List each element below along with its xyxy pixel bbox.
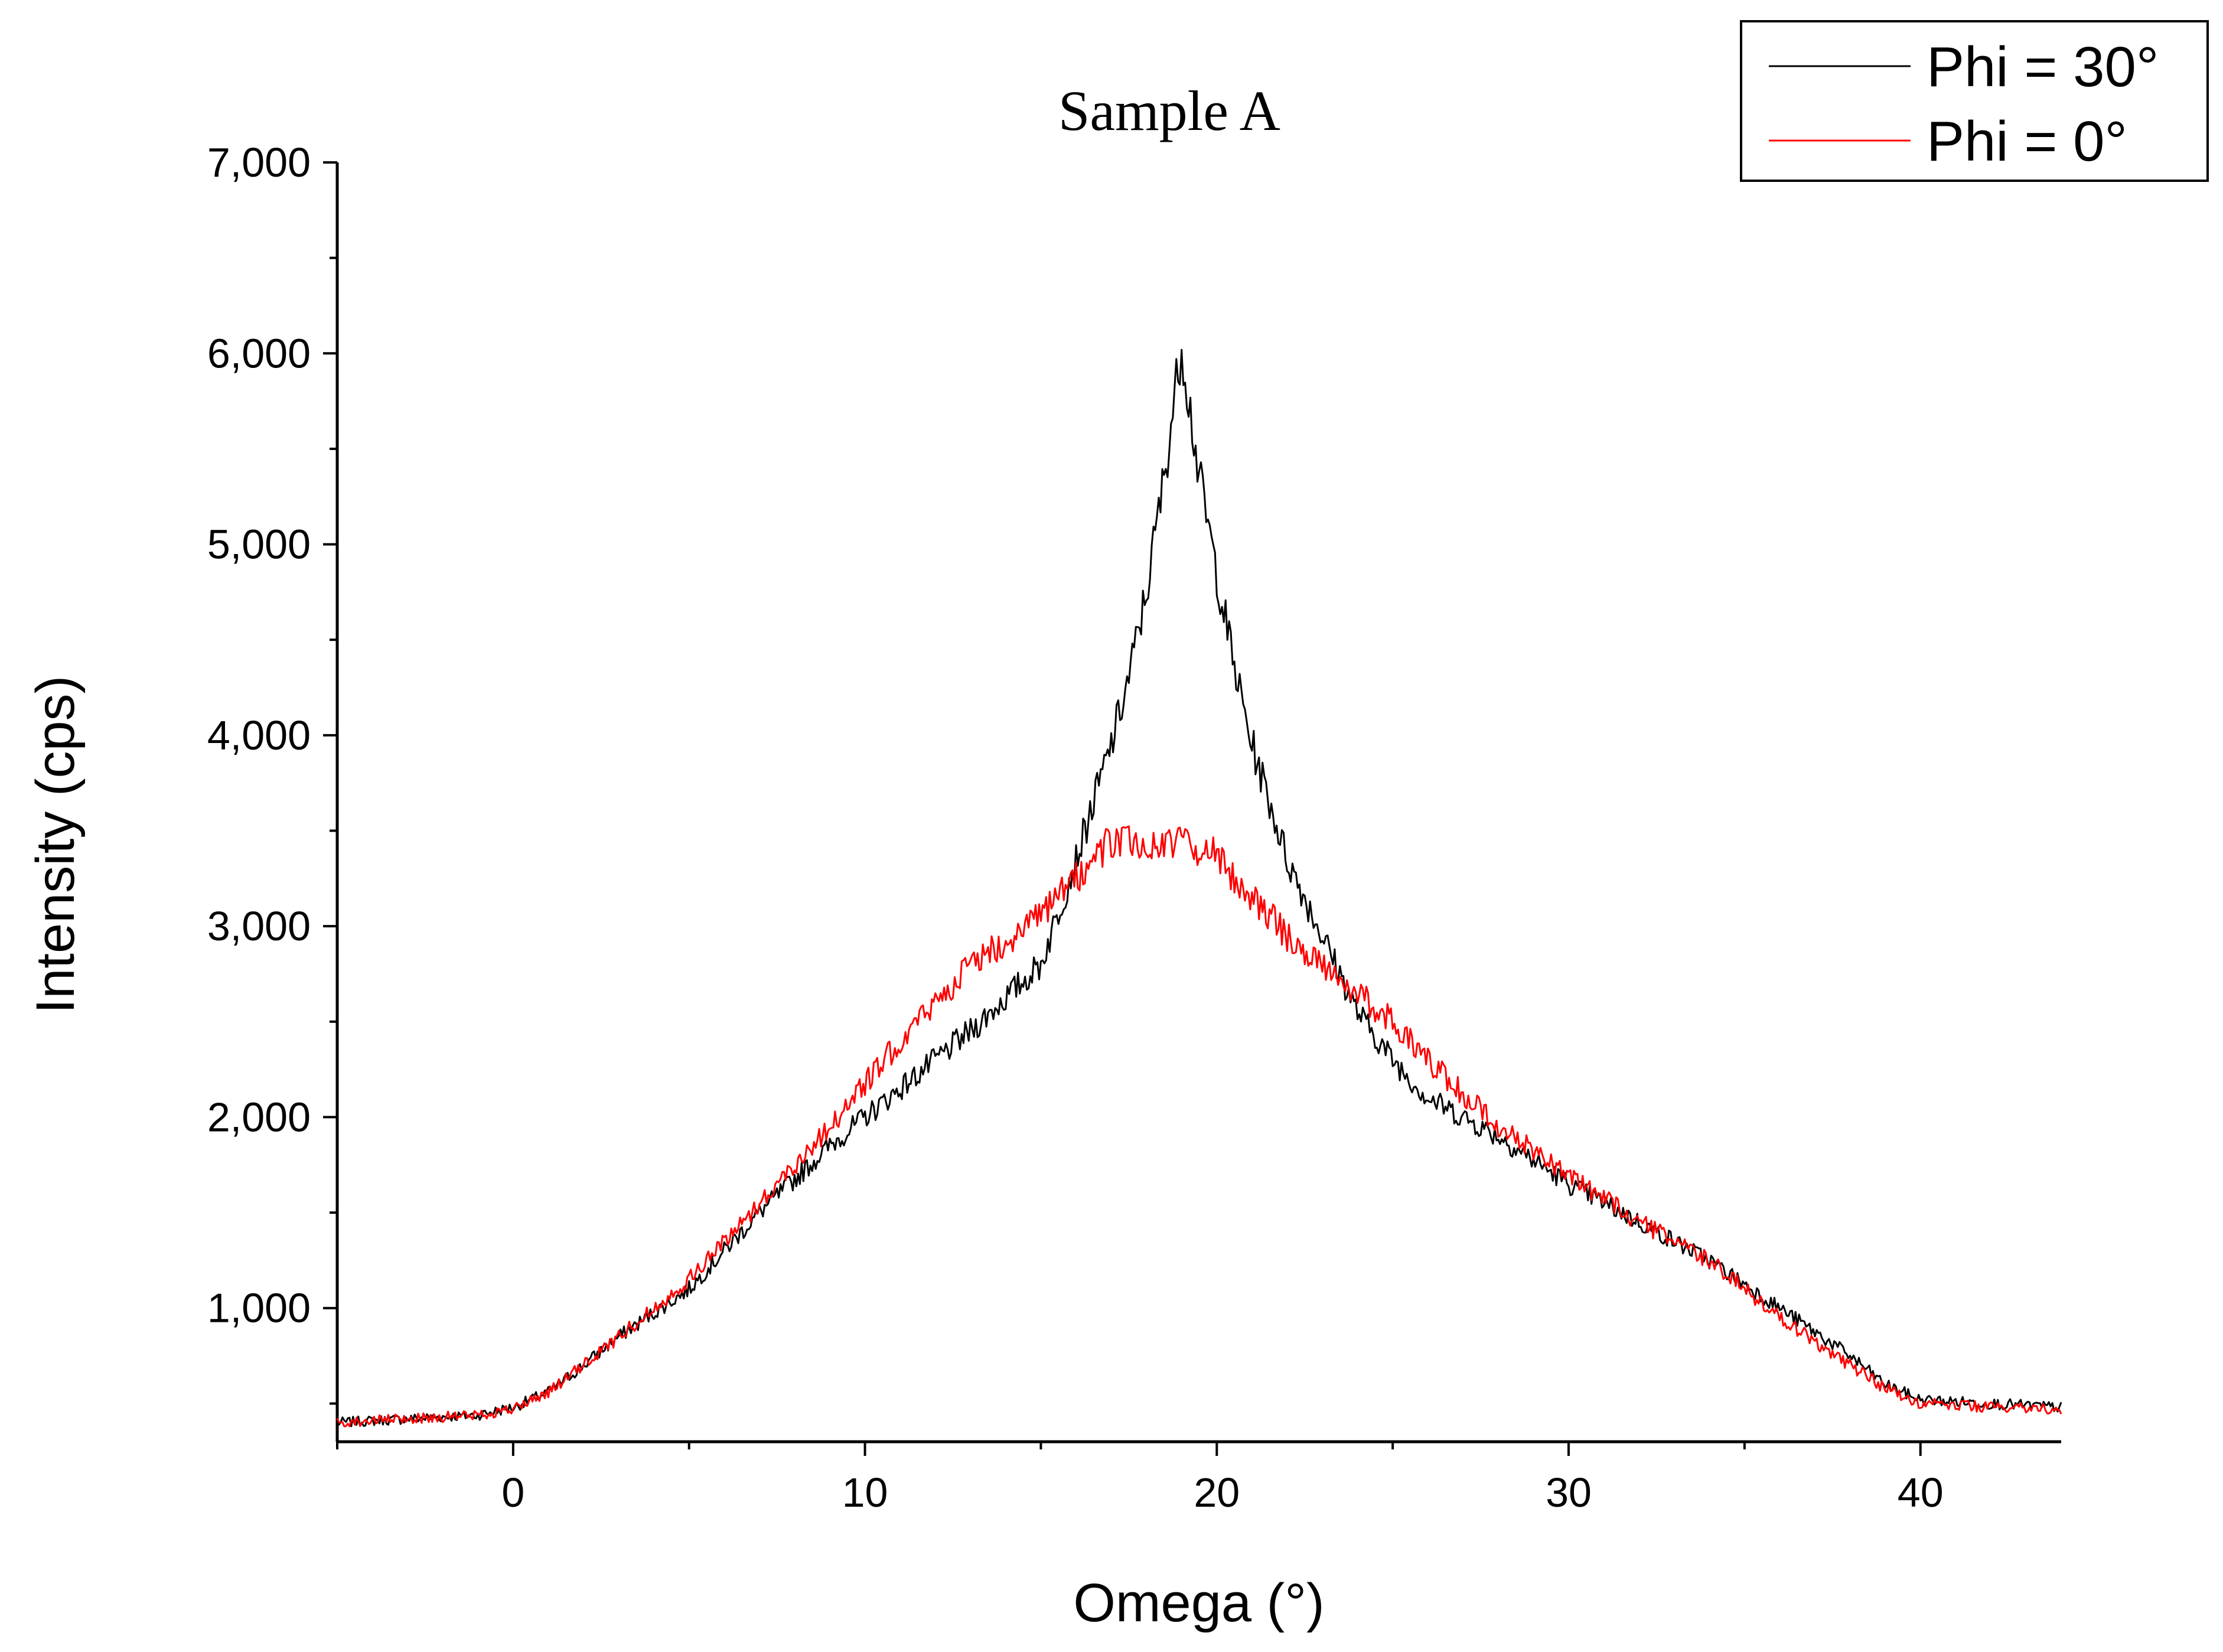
y-axis-label: Intensity (cps) xyxy=(25,676,86,1014)
y-tick-label: 4,000 xyxy=(207,712,311,758)
y-tick-label: 1,000 xyxy=(207,1285,311,1331)
x-tick-label: 20 xyxy=(1194,1469,1240,1516)
y-tick-label: 3,000 xyxy=(207,903,311,949)
x-tick-label: 40 xyxy=(1898,1469,1944,1516)
x-tick-label: 0 xyxy=(501,1469,524,1516)
y-ticks: 1,000 2,000 3,000 4,000 5,000 6,000 7,000 xyxy=(207,139,337,1405)
x-tick-label: 30 xyxy=(1546,1469,1592,1516)
x-axis-label: Omega (°) xyxy=(1073,1573,1324,1633)
plot-area: 1,000 2,000 3,000 4,000 5,000 6,000 7,000 0 10 2… xyxy=(207,139,2062,1516)
chart-title: Sample A xyxy=(1058,79,1280,142)
y-tick-label: 6,000 xyxy=(207,330,311,376)
series-line-phi-0 xyxy=(336,825,2062,1428)
x-tick-label: 10 xyxy=(842,1469,888,1516)
legend: Phi = 30° Phi = 0° xyxy=(1740,20,2209,182)
legend-label-phi-30: Phi = 30° xyxy=(1927,35,2159,99)
y-tick-label: 5,000 xyxy=(207,522,311,568)
legend-label-phi-0: Phi = 0° xyxy=(1927,110,2127,173)
x-ticks: 0 10 20 30 40 xyxy=(336,1442,1944,1516)
series-line-phi-30 xyxy=(336,348,2062,1428)
y-tick-label: 7,000 xyxy=(207,139,311,185)
series-lines xyxy=(336,348,2062,1428)
y-tick-label: 2,000 xyxy=(207,1094,311,1140)
legend-box xyxy=(1740,20,2209,182)
